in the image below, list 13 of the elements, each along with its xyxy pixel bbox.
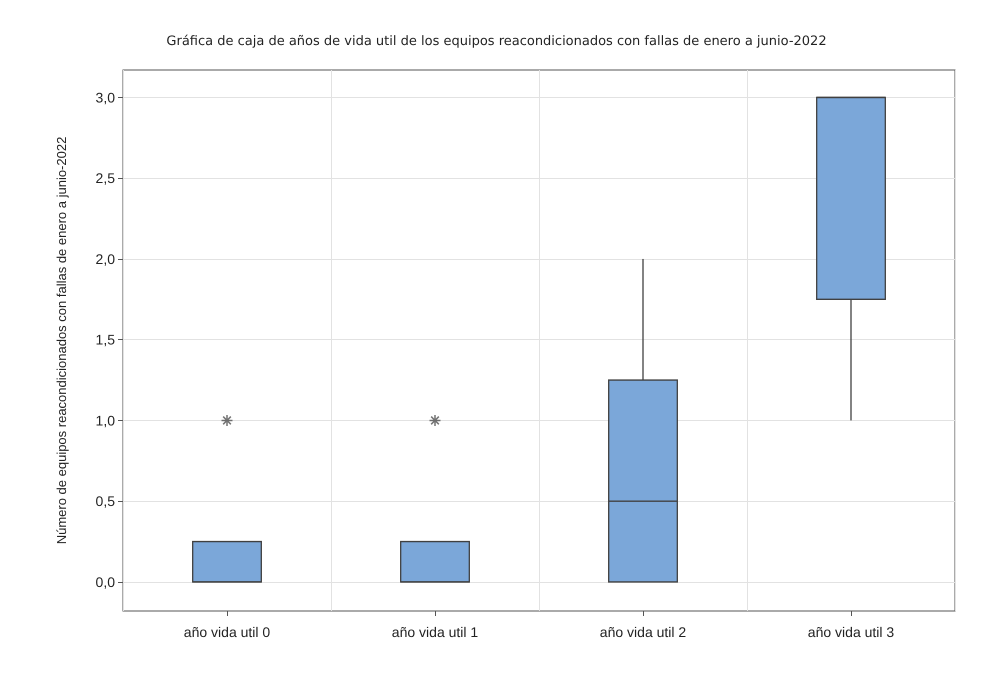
y-tick-label: 0,0 [96,574,116,590]
chart-title: Gráfica de caja de años de vida util de los equipos reacondicionados con fallas de enero a junio-2022 [166,34,827,49]
x-tick-label: año vida util 1 [392,624,478,640]
y-tick-label: 1,5 [96,332,116,348]
y-tick-label: 2,5 [96,170,116,186]
y-tick-label: 0,5 [96,493,116,510]
x-tick-label: año vida util 0 [184,624,270,640]
y-axis-title: Número de equipos reacondicionados con fallas de enero a junio-2022 [54,136,69,544]
y-tick-label: 1,0 [96,412,116,428]
y-tick-label: 2,0 [96,250,116,267]
x-tick-label: año vida util 3 [808,624,894,640]
y-tick-label: 3,0 [96,89,116,106]
x-tick-label: año vida util 2 [600,624,686,640]
